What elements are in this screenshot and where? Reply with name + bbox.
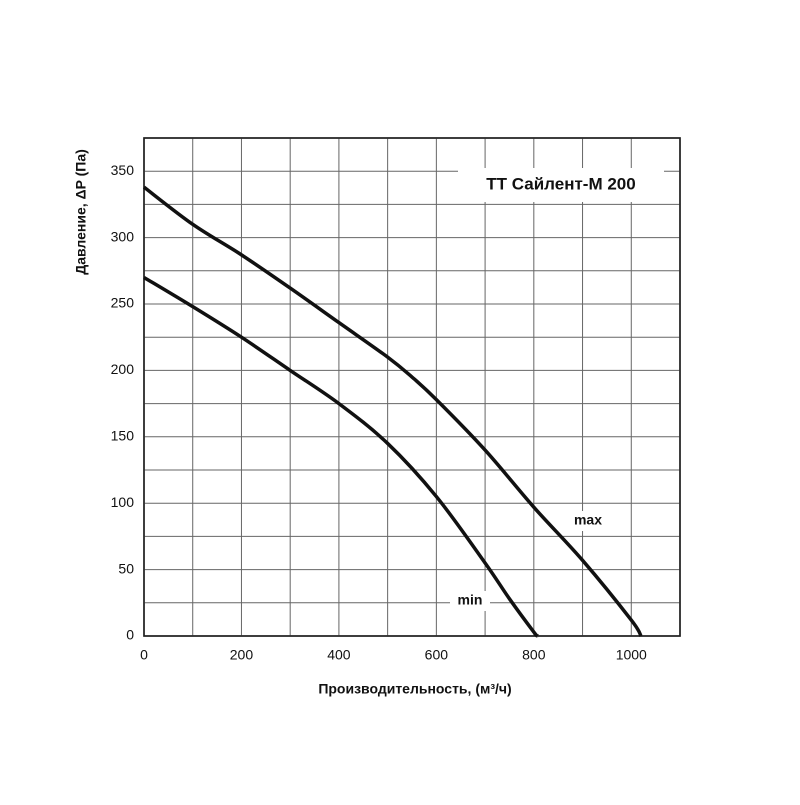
x-tick-label: 800 <box>522 647 546 663</box>
plot-area <box>143 137 681 637</box>
x-tick-label: 600 <box>425 647 449 663</box>
y-tick-label: 0 <box>126 627 134 643</box>
x-axis-label: Производительность, (м³/ч) <box>318 681 511 697</box>
series-label: min <box>458 592 483 608</box>
plot-frame <box>143 137 681 637</box>
series-label-bg <box>450 591 490 611</box>
x-tick-label: 0 <box>140 647 148 663</box>
series-label-bg <box>568 511 608 531</box>
line-series <box>142 185 643 637</box>
chart-title: ТТ Сайлент-М 200 <box>486 174 635 193</box>
y-axis-label: Давление, ΔP (Па) <box>73 149 89 275</box>
y-tick-label: 50 <box>118 560 134 576</box>
y-tick-label: 300 <box>111 228 135 244</box>
y-tick-label: 250 <box>111 295 135 311</box>
line-series <box>143 275 540 638</box>
x-tick-label: 400 <box>327 647 351 663</box>
x-tick-label: 200 <box>230 647 254 663</box>
x-tick-label: 1000 <box>616 647 647 663</box>
y-tick-label: 150 <box>111 428 135 444</box>
y-tick-label: 200 <box>111 361 135 377</box>
title-box <box>458 168 664 202</box>
y-tick-label: 100 <box>111 494 135 510</box>
y-tick-label: 350 <box>111 162 135 178</box>
series-label: max <box>574 512 602 528</box>
